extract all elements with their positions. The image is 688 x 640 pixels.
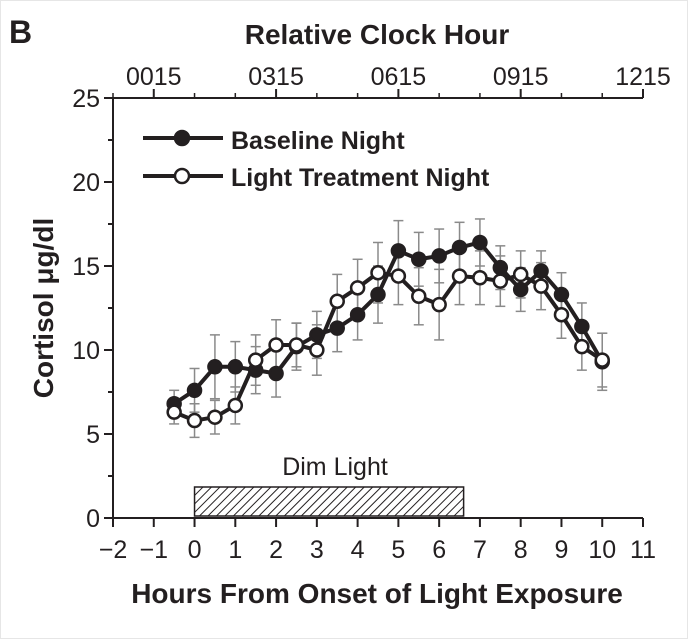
y-tick-label: 25 xyxy=(72,85,100,113)
series-baseline-point xyxy=(533,263,549,279)
series-light-treatment-point xyxy=(349,280,366,296)
series-light-treatment-point xyxy=(329,293,345,310)
series-light-treatment-point xyxy=(390,268,407,284)
x-tick-label: 1 xyxy=(228,536,242,564)
series-baseline-point xyxy=(512,281,529,298)
y-tick-label: 10 xyxy=(72,337,100,365)
series-baseline-point xyxy=(431,248,447,264)
x-tick-label: 6 xyxy=(432,536,446,564)
series-light-treatment-point xyxy=(207,409,223,425)
series-baseline-point xyxy=(553,286,570,303)
x-tick-label: −1 xyxy=(140,536,169,564)
legend-swatch-light-treatment-marker xyxy=(173,167,191,185)
series-light-treatment-point xyxy=(166,404,182,420)
dim-light-bar xyxy=(193,486,465,517)
x-tick-label: 3 xyxy=(310,536,324,564)
y-tick-label: 0 xyxy=(86,505,100,533)
series-light-treatment-point xyxy=(247,352,264,368)
x-tick-label: 10 xyxy=(588,536,616,564)
series-light-treatment-point xyxy=(411,288,427,304)
series-baseline-point xyxy=(451,239,468,256)
series-light-treatment-point xyxy=(533,278,549,294)
series-baseline-point xyxy=(268,365,284,382)
series-light-treatment-point xyxy=(492,273,509,289)
series-baseline-point xyxy=(492,259,509,276)
series-baseline-point xyxy=(186,382,203,399)
series-baseline-point xyxy=(390,243,407,259)
x-tick-label: 7 xyxy=(473,536,487,564)
series-light-treatment-point xyxy=(574,338,590,355)
top-axis-tick-label: 0615 xyxy=(371,63,427,91)
series-light-treatment-point xyxy=(472,270,488,286)
y-axis-label: Cortisol μg/dl xyxy=(28,218,59,398)
series-light-treatment-point xyxy=(186,412,203,429)
series-light-treatment-point xyxy=(370,264,386,281)
legend-swatch-baseline-marker xyxy=(173,129,191,147)
x-tick-label: 0 xyxy=(188,536,202,564)
series-baseline-point xyxy=(472,234,488,251)
x-tick-label: 5 xyxy=(391,536,405,564)
y-tick-label: 20 xyxy=(72,169,100,197)
series-baseline-point xyxy=(227,359,244,375)
legend-label-light-treatment: Light Treatment Night xyxy=(231,164,490,192)
series-light-treatment-point xyxy=(309,342,325,358)
series-light-treatment-point xyxy=(594,352,610,368)
top-axis-tick-label: 0915 xyxy=(493,63,549,91)
panel-label: B xyxy=(9,14,32,50)
series-baseline-point xyxy=(207,359,223,375)
x-tick-label: 2 xyxy=(269,536,283,564)
series-light-treatment-point xyxy=(431,296,447,313)
series-baseline-point xyxy=(309,327,325,343)
series-light-treatment-point xyxy=(268,337,284,353)
series-baseline-point xyxy=(329,320,345,336)
top-axis-tick-label: 0015 xyxy=(126,63,182,91)
top-axis-tick-label: 0315 xyxy=(248,63,304,91)
top-axis-tick-label: 1215 xyxy=(615,63,671,91)
x-tick-label: 11 xyxy=(630,536,656,564)
series-baseline-point xyxy=(349,306,366,323)
series-baseline-point xyxy=(574,318,590,335)
dim-light-label: Dim Light xyxy=(282,453,388,481)
series-light-treatment-line xyxy=(173,270,604,423)
series-light-treatment-point xyxy=(227,397,244,414)
series-baseline-point xyxy=(370,286,386,303)
legend-label-baseline: Baseline Night xyxy=(231,127,405,155)
series-light-treatment-point xyxy=(288,337,305,353)
series-light-treatment-point xyxy=(512,266,529,283)
x-tick-label: −2 xyxy=(99,536,128,564)
x-tick-label: 8 xyxy=(514,536,528,564)
top-axis-label: Relative Clock Hour xyxy=(245,19,510,50)
y-tick-label: 15 xyxy=(72,253,100,281)
x-tick-label: 9 xyxy=(555,536,569,564)
series-baseline-point xyxy=(411,251,427,268)
series-light-treatment-point xyxy=(451,268,468,284)
x-tick-label: 4 xyxy=(351,536,365,564)
series-light-treatment-point xyxy=(553,306,570,323)
y-tick-label: 5 xyxy=(86,421,100,449)
x-axis-label: Hours From Onset of Light Exposure xyxy=(131,578,623,609)
